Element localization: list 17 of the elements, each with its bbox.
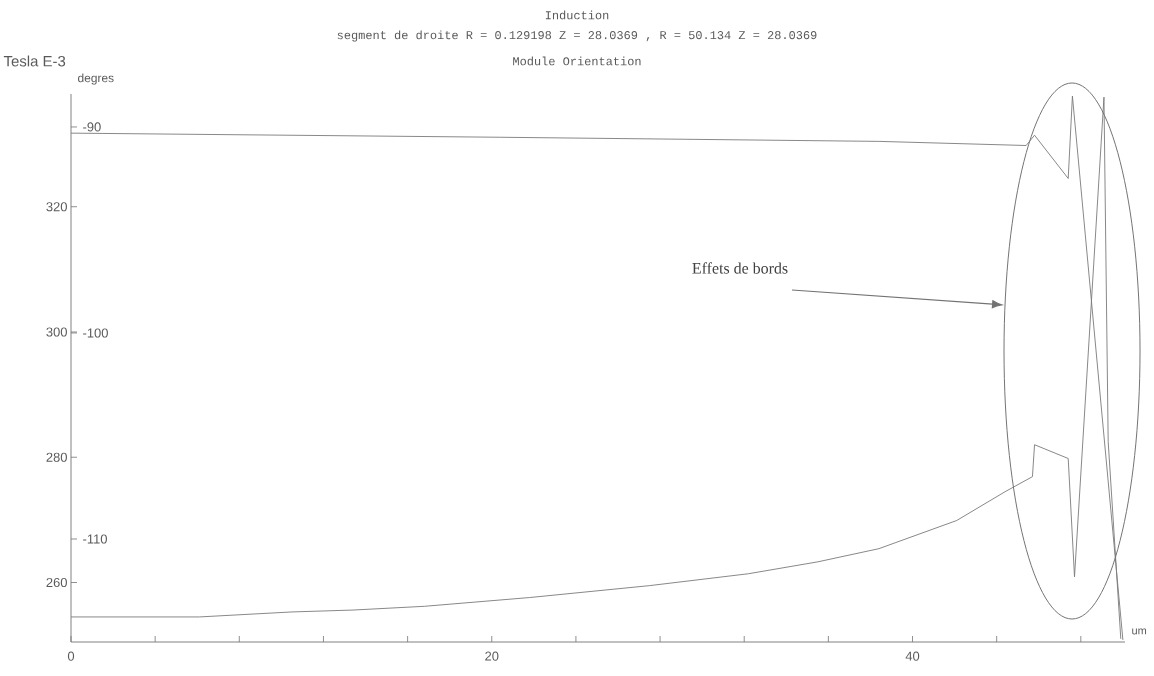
x-tick-label: 0 <box>67 651 75 661</box>
y-axis-title: Tesla E-3 <box>3 55 66 67</box>
annotation: Effets de bords <box>692 262 788 274</box>
chart-title: Induction <box>545 10 609 20</box>
y2-tick-label: -90 <box>83 122 101 132</box>
x-tick-label: 20 <box>485 651 499 661</box>
text: Module Orientation <box>513 56 641 66</box>
y-tick-label: 280 <box>46 452 67 462</box>
y2-tick-label: -110 <box>83 534 107 544</box>
y2-axis-title: degres <box>78 73 114 85</box>
y-tick-label: 320 <box>46 202 67 212</box>
y-tick-label: 300 <box>46 327 67 337</box>
y-tick-label: 260 <box>46 577 67 588</box>
chart-subtitle: segment de droite R = 0.129198 Z = 28.0369 , R = 50.134 Z = 28.0369 <box>337 30 817 42</box>
x-tick-label: 40 <box>905 651 920 661</box>
y2-tick-label: -100 <box>83 328 108 338</box>
x-axis-title: um <box>1132 628 1147 635</box>
